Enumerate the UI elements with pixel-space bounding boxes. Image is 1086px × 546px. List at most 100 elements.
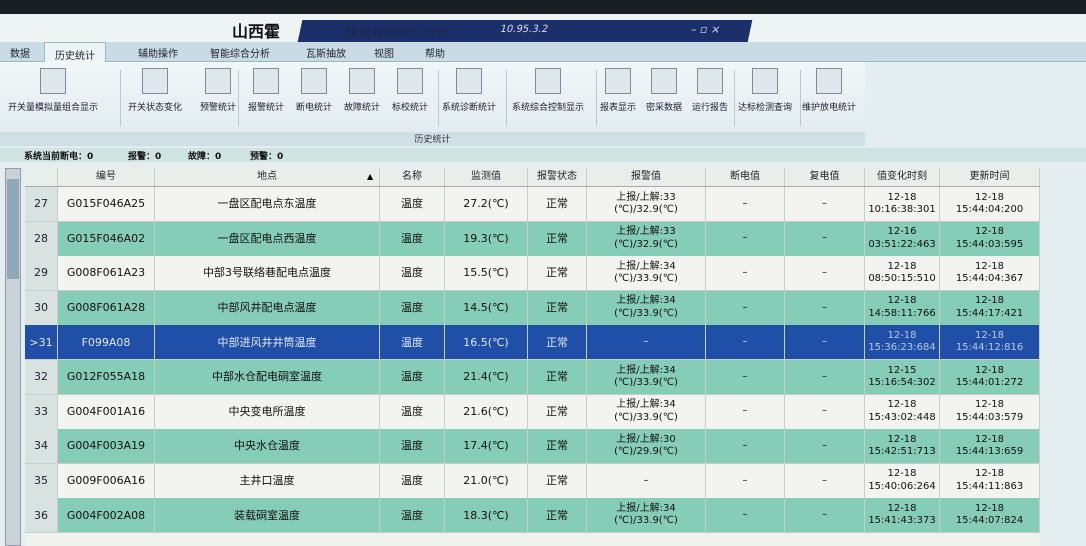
table-row[interactable]: 27 G015F046A25 一盘区配电点东温度 温度 27.2(℃) 正常 上报/上解:3… — [25, 187, 1040, 222]
cell-name: 温度 — [380, 187, 445, 221]
ribbon-button-9[interactable]: 报表显示 — [600, 68, 636, 113]
ribbon-icon-8 — [535, 68, 561, 94]
cell-name: 温度 — [380, 498, 445, 533]
table-row[interactable]: 35 G009F006A16 主井口温度 温度 21.0(℃) 正常 – – –12-18 15… — [25, 463, 1040, 499]
ribbon-button-3[interactable]: 报警统计 — [248, 68, 284, 113]
cell-code: G004F003A19 — [58, 429, 155, 464]
tab-2[interactable]: 辅助操作 — [138, 49, 178, 60]
cell-alarm: 上报/上解:30 (℃)/29.9(℃) — [587, 429, 706, 464]
cell-changed: 12-16 03:51:22:463 — [865, 221, 940, 256]
column-header-value[interactable]: 监测值 — [445, 168, 528, 186]
cell-restore: – — [785, 221, 865, 256]
cell-value: 15.5(℃) — [445, 256, 528, 291]
column-header-location[interactable]: 地点 — [155, 168, 380, 186]
ribbon-button-5[interactable]: 故障统计 — [344, 68, 380, 113]
table-row[interactable]: 32 G012F055A18 中部水仓配电硐室温度 温度 21.4(℃) 正常 上报/上解:… — [25, 360, 1040, 395]
cell-alarm: 上报/上解:34 (℃)/33.9(℃) — [587, 498, 706, 533]
cell-cut: – — [706, 187, 785, 221]
cell-alarm: – — [587, 463, 706, 498]
ribbon-button-8[interactable]: 系统综合控制显示 — [512, 68, 584, 113]
ribbon-button-1[interactable]: 开关状态变化 — [128, 68, 182, 113]
column-header-alarm[interactable]: 报警值 — [587, 168, 706, 186]
table-row[interactable]: 30 G008F061A28 中部风井配电点温度 温度 14.5(℃) 正常 上报/上解:3… — [25, 290, 1040, 326]
cell-name: 温度 — [380, 325, 445, 360]
cell-updated: 12-18 15:44:17:421 — [940, 290, 1040, 325]
cell-idx: 27 — [25, 187, 58, 221]
cell-value: 21.0(℃) — [445, 463, 528, 498]
column-header-updated[interactable]: 更新时间 — [940, 168, 1040, 186]
column-header-code[interactable]: 编号 — [58, 168, 155, 186]
column-header-changed[interactable]: 值变化时刻 — [865, 168, 940, 186]
table-row[interactable]: 34 G004F003A19 中央水仓温度 温度 17.4(℃) 正常 上报/上解:30 (… — [25, 429, 1040, 465]
tab-5[interactable]: 视图 — [374, 49, 394, 60]
column-header-state[interactable]: 报警状态 — [528, 168, 587, 186]
cell-alarm: 上报/上解:34 (℃)/33.9(℃) — [587, 394, 706, 429]
cell-cut: – — [706, 429, 785, 464]
cell-location: 一盘区配电点西温度 — [155, 221, 380, 256]
tab-3[interactable]: 智能综合分析 — [210, 49, 270, 60]
cell-changed: 12-18 15:42:51:713 — [865, 429, 940, 464]
ribbon-button-label: 系统诊断统计 — [442, 103, 497, 113]
cell-location: 中央水仓温度 — [155, 429, 380, 464]
ribbon-button-2[interactable]: 预警统计 — [200, 68, 236, 113]
column-header-name[interactable]: 名称 — [380, 168, 445, 186]
status-bar: 系统当前断电：0 报警：0 故障：0 预警：0 — [0, 148, 1086, 162]
table-header: 编号 地点 名称 监测值 报警状态 报警值 断电值 复电值 值变化时刻 更新时间 ▲ — [25, 168, 1040, 187]
tab-0[interactable]: 数据 — [10, 49, 30, 60]
ribbon-button-4[interactable]: 断电统计 — [296, 68, 332, 113]
cell-alarm: 上报/上解:34 (℃)/33.9(℃) — [587, 256, 706, 291]
table-row[interactable]: 29 G008F061A23 中部3号联络巷配电点温度 温度 15.5(℃) 正常 上报/上… — [25, 256, 1040, 292]
cell-restore: – — [785, 187, 865, 221]
window-controls[interactable]: – ▫ × — [689, 23, 722, 36]
column-header-restore[interactable]: 复电值 — [785, 168, 865, 186]
cell-code: G004F002A08 — [58, 498, 155, 533]
sort-ascending-icon[interactable]: ▲ — [367, 172, 374, 181]
cell-value: 16.5(℃) — [445, 325, 528, 360]
vertical-scrollbar[interactable] — [5, 168, 21, 546]
ribbon-button-13[interactable]: 维护放电统计 — [802, 68, 856, 113]
cell-state: 正常 — [528, 256, 587, 291]
cell-code: G009F006A16 — [58, 463, 155, 498]
ribbon-button-label: 运行报告 — [692, 103, 729, 113]
tab-4[interactable]: 瓦斯抽放 — [306, 49, 346, 60]
cell-code: G015F046A25 — [58, 187, 155, 221]
remote-ip: 10.95.3.2 — [499, 24, 550, 35]
table-row[interactable]: 33 G004F001A16 中央变电所温度 温度 21.6(℃) 正常 上报/上解:34 … — [25, 394, 1040, 430]
cell-name: 温度 — [380, 394, 445, 429]
ribbon-button-label: 维护放电统计 — [802, 103, 857, 113]
tab-1[interactable]: 历史统计 — [44, 42, 106, 63]
column-header-cut[interactable]: 断电值 — [706, 168, 785, 186]
cell-updated: 12-18 15:44:03:579 — [940, 394, 1040, 429]
cell-restore: – — [785, 256, 865, 291]
cell-changed: 12-18 15:41:43:373 — [865, 498, 940, 533]
table-row[interactable]: >31 F099A08 中部进风井井筒温度 温度 16.5(℃) 正常 – – –12-18 1… — [25, 325, 1040, 361]
cell-changed: 12-18 15:36:23:684 — [865, 325, 940, 360]
cell-code: G015F046A02 — [58, 221, 155, 256]
menu-tabs: 数据 历史统计 辅助操作 智能综合分析 瓦斯抽放 视图 帮助 — [0, 42, 1086, 63]
table-row[interactable]: 36 G004F002A08 装载硐室温度 温度 18.3(℃) 正常 上报/上解:34 (… — [25, 498, 1040, 534]
cell-restore: – — [785, 498, 865, 533]
ribbon-separator — [800, 70, 801, 126]
scrollbar-thumb[interactable] — [7, 179, 19, 279]
table-row[interactable]: 28 G015F046A02 一盘区配电点西温度 温度 19.3(℃) 正常 上报/上解:3… — [25, 221, 1040, 257]
status-alarm: 报警：0 — [128, 152, 162, 162]
ribbon-button-0[interactable]: 开关量模拟量组合显示 — [8, 68, 98, 113]
cell-state: 正常 — [528, 394, 587, 429]
ribbon-button-7[interactable]: 系统诊断统计 — [442, 68, 496, 113]
ribbon-button-11[interactable]: 运行报告 — [692, 68, 728, 113]
cell-changed: 12-15 15:16:54:302 — [865, 360, 940, 394]
ribbon-button-6[interactable]: 标校统计 — [392, 68, 428, 113]
ribbon-button-12[interactable]: 达标检测查询 — [738, 68, 792, 113]
cell-name: 温度 — [380, 429, 445, 464]
ribbon-button-label: 开关量模拟量组合显示 — [8, 103, 99, 113]
column-header-idx[interactable] — [25, 168, 58, 186]
ribbon-icon-12 — [752, 68, 778, 94]
cell-cut: – — [706, 221, 785, 256]
ribbon-button-label: 故障统计 — [344, 103, 381, 113]
tab-6[interactable]: 帮助 — [425, 49, 445, 60]
cell-updated: 12-18 15:44:04:367 — [940, 256, 1040, 291]
cell-alarm: 上报/上解:34 (℃)/33.9(℃) — [587, 290, 706, 325]
ribbon-icon-13 — [816, 68, 842, 94]
ribbon-button-10[interactable]: 密采数据 — [646, 68, 682, 113]
ribbon-separator — [438, 70, 439, 126]
